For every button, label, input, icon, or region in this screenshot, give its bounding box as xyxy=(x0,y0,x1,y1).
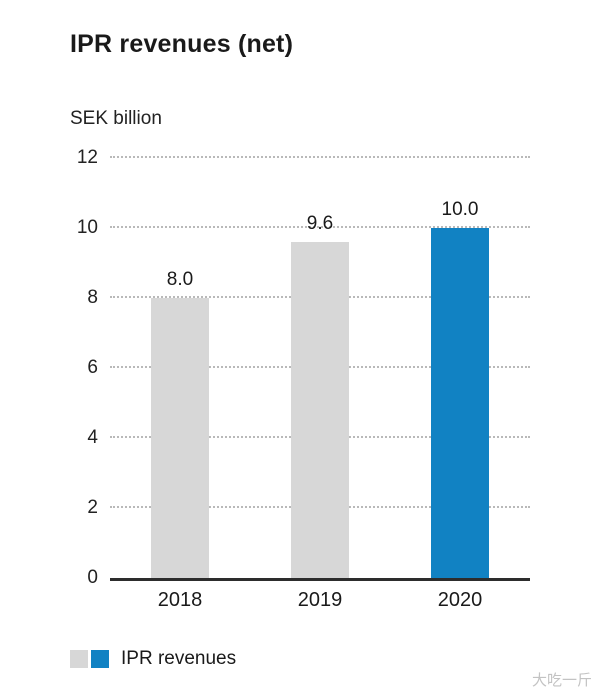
bar-2019 xyxy=(291,242,349,578)
y-tick-label-0: 0 xyxy=(87,567,98,588)
legend: IPR revenues xyxy=(70,648,236,670)
bar-value-label-2019: 9.6 xyxy=(306,213,334,234)
bar-column-2020: 10.0 xyxy=(431,158,489,578)
legend-swatch-gray xyxy=(70,650,88,668)
bar-chart: 8.0 9.6 10.0 2018 2019 2020 0 2 4 6 8 10 12 xyxy=(77,147,530,611)
bar-column-2019: 9.6 xyxy=(291,158,349,578)
plot-area: 8.0 9.6 10.0 2018 2019 2020 0 2 4 6 8 10 12 xyxy=(77,147,530,611)
y-tick-label-4: 4 xyxy=(87,427,98,449)
gridline-10 xyxy=(110,226,530,228)
bar-2020 xyxy=(431,228,489,578)
y-axis-unit-label: SEK billion xyxy=(70,108,162,129)
y-tick-label-10: 10 xyxy=(76,217,98,238)
bar-value-label-2020: 10.0 xyxy=(441,199,479,220)
watermark: 大吃一斤 xyxy=(531,672,592,689)
bars-layer: 8.0 9.6 10.0 xyxy=(110,158,530,578)
y-tick-label-6: 6 xyxy=(87,357,98,378)
x-tick-label-2018: 2018 xyxy=(157,589,203,611)
bar-2018 xyxy=(151,298,209,578)
y-tick-label-12: 12 xyxy=(76,147,98,168)
y-tick-label-2: 2 xyxy=(87,497,98,519)
y-tick-label-8: 8 xyxy=(87,287,98,309)
bar-column-2018: 8.0 xyxy=(151,158,209,578)
bar-value-label-2018: 8.0 xyxy=(166,269,194,291)
gridline-12 xyxy=(110,156,530,158)
legend-swatch-blue xyxy=(91,650,109,668)
chart-title: IPR revenues (net) xyxy=(70,30,294,58)
x-axis-labels: 2018 2019 2020 xyxy=(110,581,530,612)
x-tick-label-2020: 2020 xyxy=(437,589,483,611)
legend-label: IPR revenues xyxy=(121,648,237,669)
x-tick-label-2019: 2019 xyxy=(297,589,343,611)
